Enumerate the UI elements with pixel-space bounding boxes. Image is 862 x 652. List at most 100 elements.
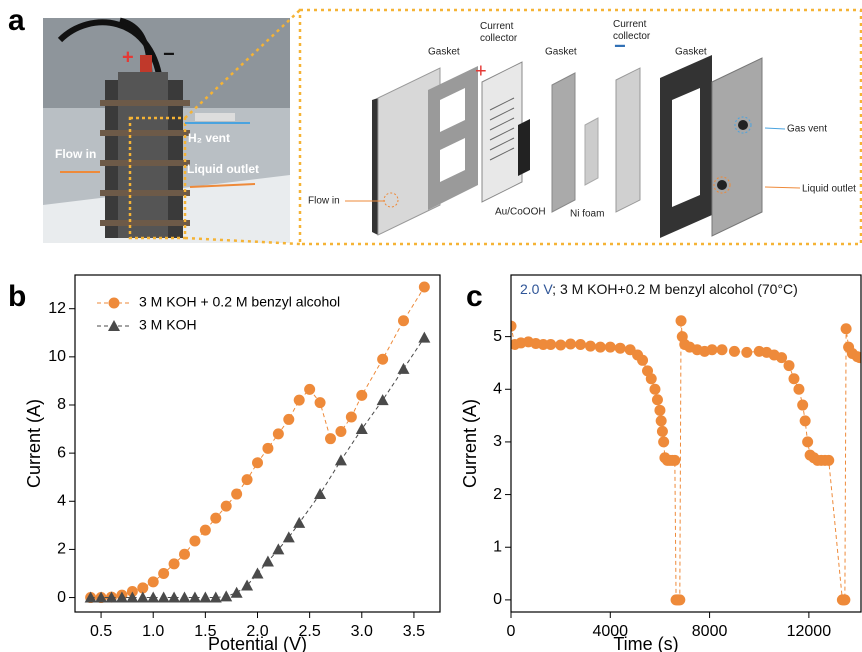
x-tick-label: 1.0	[142, 623, 164, 640]
marker	[575, 339, 586, 350]
marker	[729, 346, 740, 357]
marker	[419, 282, 430, 293]
marker	[335, 454, 347, 465]
marker	[346, 412, 357, 423]
collector-label: Currentcollector	[613, 19, 651, 42]
y-tick-label: 4	[57, 492, 66, 509]
x-axis-label: Potential (V)	[208, 634, 307, 652]
y-tick-label: 6	[57, 444, 66, 461]
marker	[674, 594, 685, 605]
marker	[189, 535, 200, 546]
legend-marker	[109, 298, 120, 309]
y-axis-label: Current (A)	[24, 399, 44, 488]
marker	[148, 576, 159, 587]
marker	[325, 433, 336, 444]
marker	[242, 474, 253, 485]
y-tick-label: 2	[57, 541, 66, 558]
marker	[220, 590, 232, 601]
marker	[356, 390, 367, 401]
marker	[169, 558, 180, 569]
marker	[797, 400, 808, 411]
marker	[654, 405, 665, 416]
marker	[605, 342, 616, 353]
marker	[283, 414, 294, 425]
marker	[657, 426, 668, 437]
marker	[199, 592, 211, 603]
marker	[595, 342, 606, 353]
gasket-label: Gasket	[675, 47, 707, 58]
y-axis-label: Current (A)	[460, 399, 480, 488]
series-line	[91, 287, 425, 598]
gasket-label: Gasket	[545, 47, 577, 58]
marker	[314, 488, 326, 499]
annotation-part: ; 3 M KOH+0.2 M benzyl alcohol (70°C)	[552, 281, 798, 297]
ni-foam-label: Ni foam	[570, 209, 604, 220]
marker	[565, 338, 576, 349]
marker	[158, 568, 169, 579]
marker	[398, 363, 410, 374]
marker	[839, 594, 850, 605]
photo: + − H₂ vent Flow in Liquid outlet	[43, 18, 290, 243]
y-tick-label: 0	[493, 591, 502, 608]
marker	[231, 489, 242, 500]
panel-label: a	[8, 4, 25, 37]
marker	[304, 384, 315, 395]
marker	[658, 436, 669, 447]
x-tick-label: 12000	[787, 623, 832, 640]
marker	[707, 344, 718, 355]
marker	[283, 531, 295, 542]
marker	[793, 384, 804, 395]
marker	[637, 355, 648, 366]
x-tick-label: 0.5	[90, 623, 112, 640]
marker	[294, 395, 305, 406]
marker	[210, 513, 221, 524]
y-tick-label: 10	[48, 348, 66, 365]
marker	[315, 397, 326, 408]
marker	[841, 323, 852, 334]
marker	[652, 394, 663, 405]
marker	[377, 394, 389, 405]
marker	[252, 567, 264, 578]
y-tick-label: 12	[48, 300, 66, 317]
axes-frame	[75, 275, 440, 612]
marker	[335, 426, 346, 437]
plot-area	[85, 282, 431, 604]
marker	[293, 517, 305, 528]
liquid-outlet-label: Liquid outlet	[187, 162, 259, 176]
marker	[802, 436, 813, 447]
panel-label: c	[466, 280, 483, 313]
page: a + − H₂ vent Flow in Liquid outlet	[0, 0, 862, 652]
annotation-part: 2.0 V	[520, 281, 553, 297]
marker	[398, 315, 409, 326]
x-axis-label: Time (s)	[613, 634, 678, 652]
annotation: 2.0 V; 3 M KOH+0.2 M benzyl alcohol (70°…	[520, 281, 798, 297]
marker	[221, 501, 232, 512]
figure: a + − H₂ vent Flow in Liquid outlet	[0, 0, 862, 652]
legend-label: 3 M KOH	[139, 317, 197, 333]
legend-label: 3 M KOH + 0.2 M benzyl alcohol	[139, 294, 340, 310]
y-tick-label: 1	[493, 538, 502, 555]
marker	[823, 455, 834, 466]
minus-label: −	[163, 43, 175, 65]
marker	[716, 344, 727, 355]
flow-in-label: Flow in	[55, 147, 96, 161]
marker	[356, 423, 368, 434]
plus-label: +	[475, 60, 487, 82]
marker	[418, 332, 430, 343]
marker	[200, 525, 211, 536]
marker	[741, 347, 752, 358]
marker	[231, 587, 243, 598]
marker	[262, 443, 273, 454]
marker	[669, 455, 680, 466]
marker	[545, 339, 556, 350]
marker	[788, 373, 799, 384]
y-tick-label: 8	[57, 396, 66, 413]
marker	[656, 415, 667, 426]
x-tick-label: 0	[507, 623, 516, 640]
marker	[800, 415, 811, 426]
x-tick-label: 3.5	[403, 623, 425, 640]
y-tick-label: 2	[493, 486, 502, 503]
y-tick-label: 0	[57, 589, 66, 606]
